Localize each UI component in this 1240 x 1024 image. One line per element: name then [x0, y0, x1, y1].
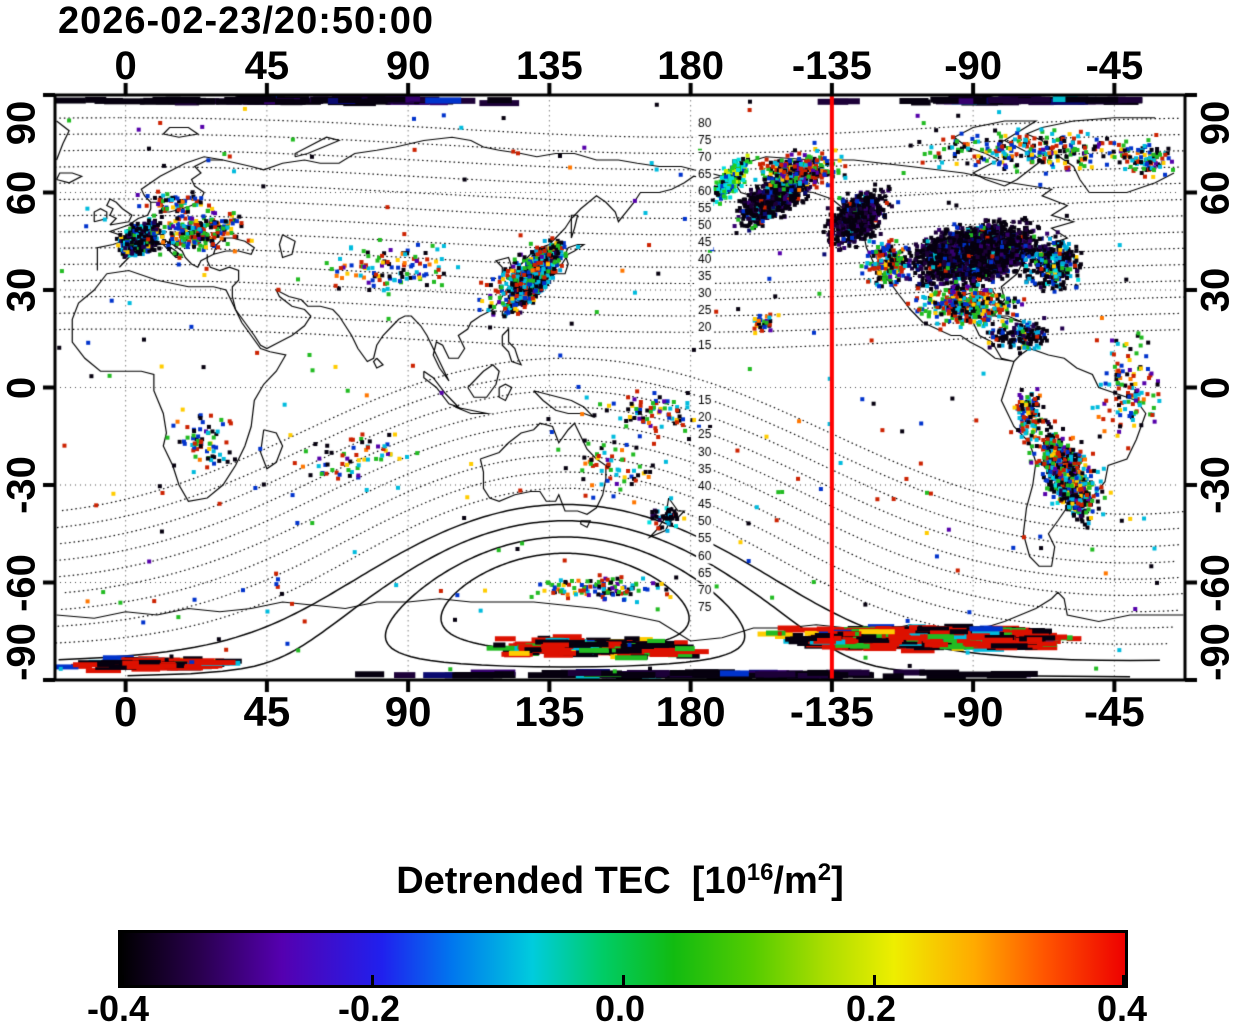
colorbar-tick-label: 0.0: [594, 988, 646, 1024]
colorbar-tick-mark: [621, 975, 625, 985]
lon-tick-label-top: -135: [791, 44, 872, 88]
lon-tick-label-bottom: 0: [113, 688, 138, 735]
lon-tick-label-bottom: 90: [384, 688, 432, 735]
lat-tick-label-left: 0: [0, 376, 44, 399]
colorbar-title: Detrended TEC [1016/m2]: [118, 859, 1122, 903]
lon-tick-label-top: 0: [114, 44, 137, 88]
lat-tick-label-right: -60: [1193, 553, 1238, 612]
lon-tick-label-bottom: 180: [655, 688, 726, 735]
lat-tick-label-left: -30: [0, 456, 44, 514]
lat-tick-label-left: -60: [0, 553, 44, 612]
lat-tick-label-left: 60: [0, 170, 44, 215]
colorbar-gradient: [118, 930, 1128, 988]
lon-tick-label-top: 45: [244, 44, 290, 88]
colorbar-tick-label: -0.2: [337, 988, 401, 1024]
lon-tick-label-top: 90: [385, 44, 431, 88]
colorbar-tick-label: 0.2: [845, 988, 897, 1024]
lat-tick-label-right: -30: [1193, 456, 1238, 514]
lon-tick-label-bottom: 45: [243, 688, 291, 735]
timestamp-title: 2026-02-23/20:50:00: [58, 0, 435, 42]
lat-tick-label-left: 90: [0, 100, 44, 146]
lat-tick-label-right: 30: [1193, 267, 1238, 313]
colorbar-title-mid: /m: [773, 860, 818, 902]
colorbar-title-exp2: 2: [817, 859, 832, 886]
lon-tick-label-bottom: 135: [514, 688, 585, 735]
lon-tick-label-bottom: -90: [942, 688, 1004, 735]
lon-tick-label-top: -90: [944, 44, 1003, 88]
lon-tick-label-top: -45: [1085, 44, 1144, 88]
colorbar-title-exp16: 16: [746, 859, 774, 886]
colorbar-title-prefix: Detrended TEC [10: [396, 860, 747, 902]
colorbar-tick-mark: [370, 975, 374, 985]
colorbar-tick-label: -0.4: [86, 988, 150, 1024]
colorbar-tick-label: 0.4: [1096, 988, 1148, 1024]
lat-tick-label-right: -90: [1193, 623, 1238, 681]
lat-tick-label-right: 60: [1193, 170, 1238, 215]
colorbar-tick-mark: [1122, 975, 1125, 985]
colorbar-title-suffix: ]: [831, 860, 844, 902]
colorbar-tick-mark: [121, 975, 124, 985]
lon-tick-label-bottom: -45: [1084, 688, 1145, 735]
lon-tick-label-top: 135: [516, 44, 583, 88]
colorbar-tick-mark: [872, 975, 876, 985]
lat-tick-label-left: 30: [0, 267, 44, 313]
lon-tick-label-top: 180: [657, 44, 724, 88]
lat-tick-label-left: -90: [0, 623, 44, 681]
lat-tick-label-right: 90: [1193, 100, 1238, 146]
lat-tick-label-right: 0: [1193, 376, 1238, 399]
lon-tick-label-bottom: -135: [789, 688, 874, 735]
